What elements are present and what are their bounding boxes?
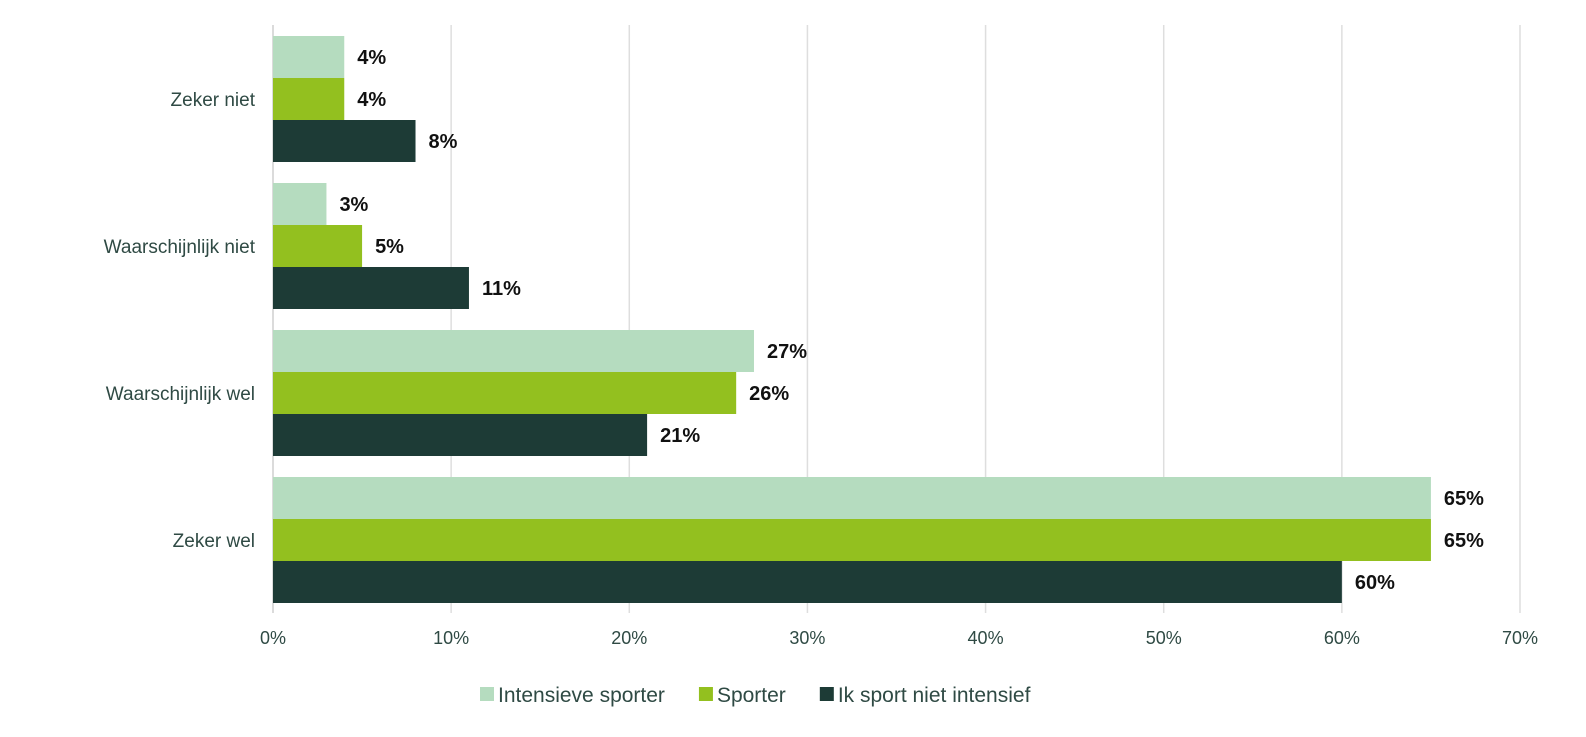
bar-3-0 [273, 477, 1431, 519]
data-label-0-2: 8% [429, 131, 458, 153]
data-label-1-1: 5% [375, 236, 404, 258]
data-label-3-2: 60% [1355, 572, 1395, 594]
x-tick-label-20: 20% [611, 628, 647, 648]
bar-3-1 [273, 519, 1431, 561]
legend-label-0: Intensieve sporter [498, 684, 665, 707]
x-tick-label-10: 10% [433, 628, 469, 648]
data-label-2-0: 27% [767, 341, 807, 363]
bars [273, 36, 1431, 603]
data-labels: 4% 4% 8% 3% 5% 11% 27% 26% 21% 65% 65% 60% [339, 47, 1484, 594]
data-label-1-0: 3% [339, 194, 368, 216]
x-tick-label-30: 30% [789, 628, 825, 648]
bar-1-1 [273, 225, 363, 267]
bar-1-0 [273, 183, 327, 225]
x-tick-label-60: 60% [1324, 628, 1360, 648]
category-label-2: Waarschijnlijk wel [106, 384, 255, 405]
legend-swatch-1 [698, 687, 713, 701]
bar-2-0 [273, 330, 754, 372]
category-label-3: Zeker wel [173, 531, 255, 552]
bar-2-2 [273, 414, 648, 456]
bar-2-1 [273, 372, 737, 414]
x-tick-label-50: 50% [1146, 628, 1182, 648]
legend-label-1: Sporter [717, 684, 786, 707]
data-label-0-0: 4% [357, 47, 386, 69]
bar-0-0 [273, 36, 345, 78]
x-axis-tick-labels: 0% 10% 20% 30% 40% 50% 60% 70% [260, 628, 1538, 648]
x-tick-label-40: 40% [968, 628, 1004, 648]
x-tick-label-70: 70% [1502, 628, 1538, 648]
data-label-2-2: 21% [660, 425, 700, 447]
x-tick-label-0: 0% [260, 628, 286, 648]
data-label-3-0: 65% [1444, 488, 1484, 510]
data-label-1-2: 11% [482, 278, 521, 300]
category-label-0: Zeker niet [171, 90, 256, 111]
bar-0-2 [273, 120, 416, 162]
legend-swatch-2 [819, 687, 834, 701]
bar-1-2 [273, 267, 469, 309]
legend: Intensieve sporter Sporter Ik sport niet i… [480, 684, 1031, 707]
bar-3-2 [273, 561, 1342, 603]
category-label-1: Waarschijnlijk niet [104, 237, 256, 258]
data-label-2-1: 26% [749, 383, 789, 405]
category-labels: Zeker niet Waarschijnlijk niet Waarschijnl… [104, 90, 256, 552]
legend-swatch-0 [480, 687, 494, 701]
legend-label-2: Ik sport niet intensief [838, 684, 1031, 707]
data-label-3-1: 65% [1444, 530, 1484, 552]
data-label-0-1: 4% [357, 89, 386, 111]
bar-0-1 [273, 78, 345, 120]
gridlines [272, 25, 1521, 613]
